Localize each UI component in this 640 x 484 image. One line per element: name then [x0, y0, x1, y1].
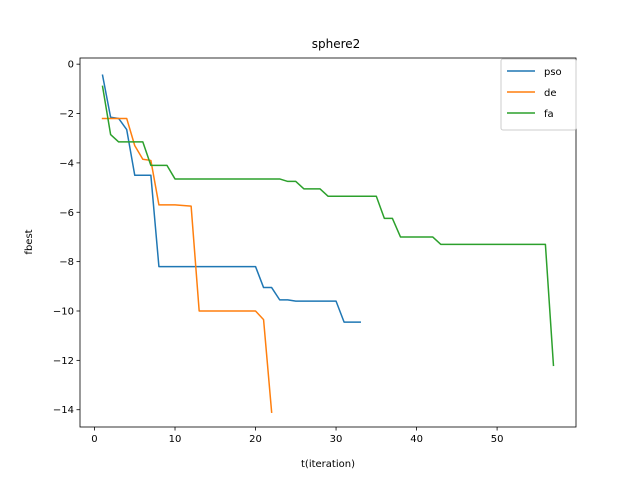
- legend: pso de fa: [500, 58, 577, 131]
- legend-label-de: de: [544, 88, 557, 99]
- y-tick-label: −8: [59, 257, 74, 268]
- x-tick-label: 10: [169, 434, 182, 445]
- y-tick-label: −10: [53, 306, 74, 317]
- legend-box: [500, 58, 577, 131]
- legend-label-fa: fa: [544, 109, 554, 120]
- series-line-fa: [101, 85, 555, 367]
- y-axis-label: fbest: [24, 229, 35, 254]
- legend-label-pso: pso: [544, 67, 562, 78]
- y-tick-label: −6: [59, 208, 74, 219]
- chart-title: sphere2: [312, 37, 361, 51]
- y-tick-label: −14: [53, 405, 74, 416]
- y-tick-label: −2: [59, 109, 74, 120]
- x-axis-label: t(iteration): [301, 459, 355, 470]
- plot-frame: [79, 57, 577, 428]
- x-tick-label: 40: [410, 434, 423, 445]
- plot-lines: [101, 74, 555, 414]
- x-tick-label: 0: [91, 434, 97, 445]
- y-axis: 0 −2 −4 −6 −8 −10 −12 −14: [53, 60, 80, 416]
- y-tick-label: −12: [53, 356, 74, 367]
- x-tick-label: 20: [249, 434, 262, 445]
- x-tick-label: 50: [491, 434, 504, 445]
- y-tick-label: 0: [68, 60, 74, 71]
- y-tick-label: −4: [59, 158, 74, 169]
- series-line-pso: [101, 74, 361, 323]
- x-tick-label: 30: [330, 434, 343, 445]
- x-axis: 0 10 20 30 40 50: [91, 427, 503, 445]
- series-line-de: [101, 117, 273, 414]
